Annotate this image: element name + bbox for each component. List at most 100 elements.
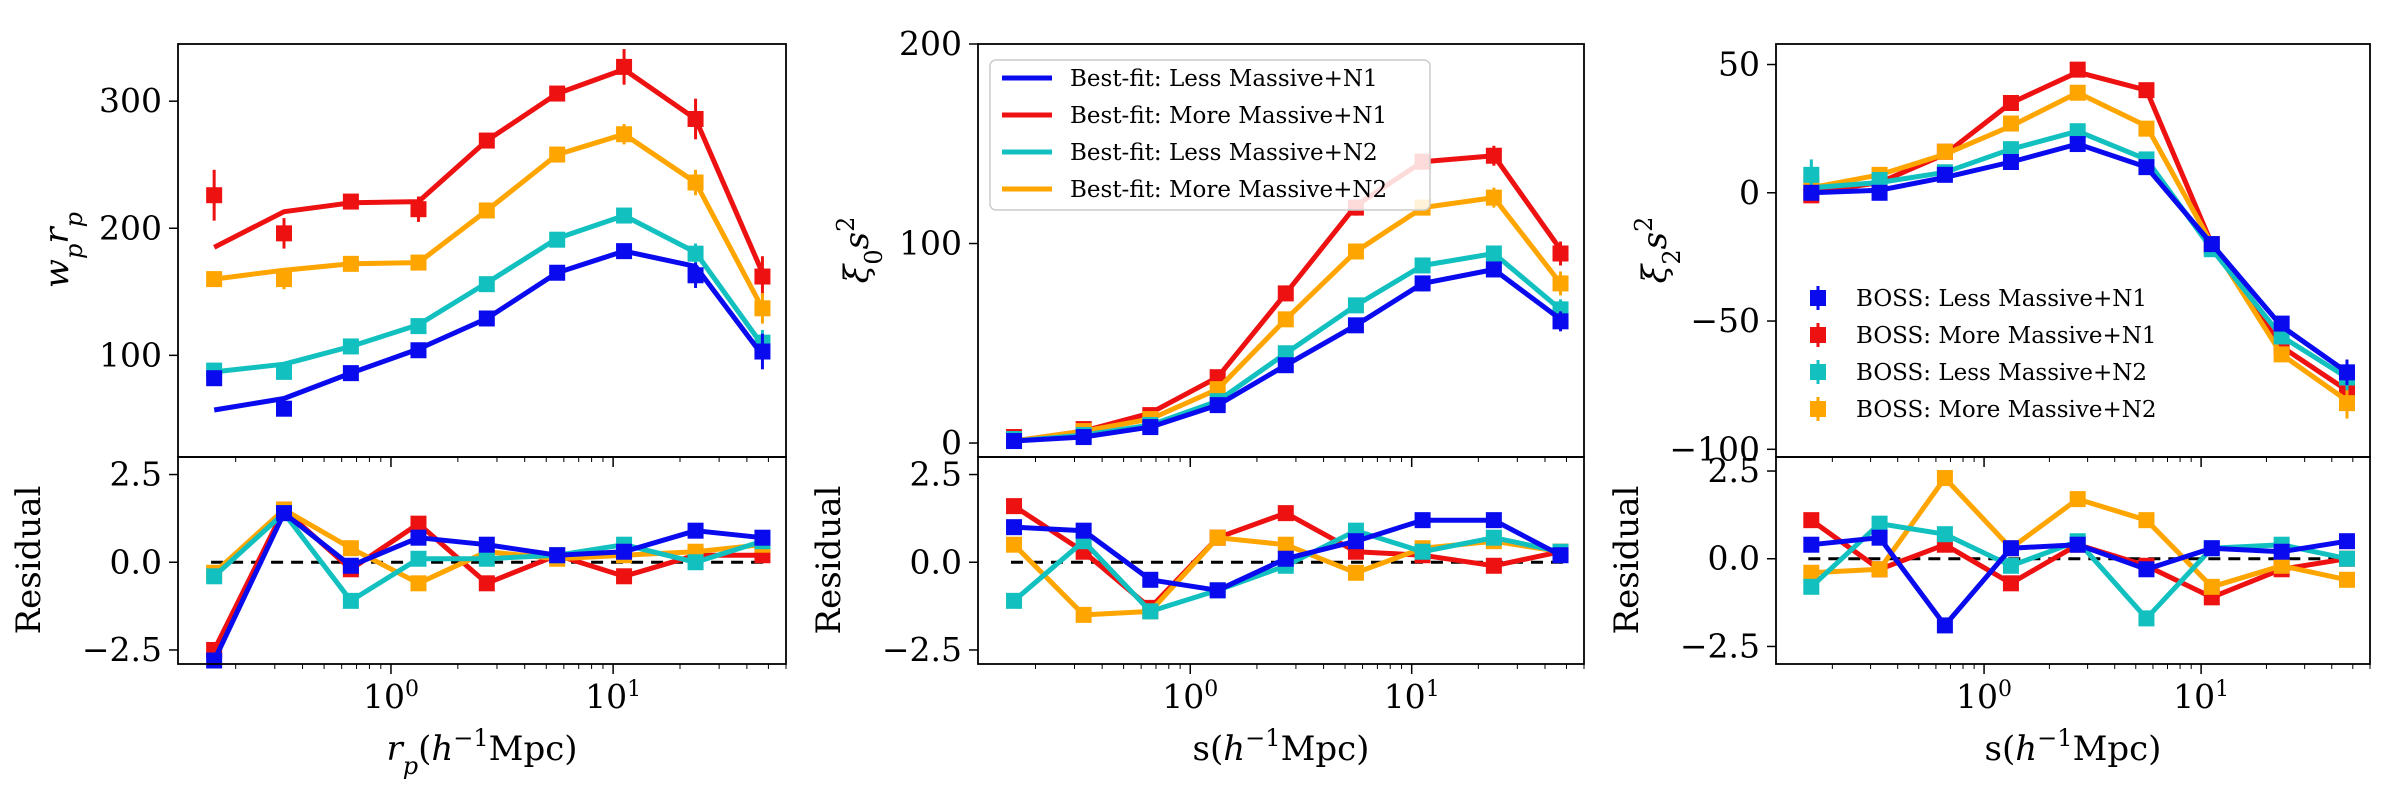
legend-entry-label: BOSS: More Massive+N2 (1856, 397, 2157, 423)
data-point (1936, 143, 1953, 160)
legend-entry-label: Best-fit: Less Massive+N2 (1070, 140, 1378, 166)
data-point (206, 370, 223, 387)
data-point (2069, 123, 2086, 140)
data-point (2203, 236, 2220, 253)
data-point (549, 146, 566, 163)
panel-res-xi2: −2.5 0.0 2.5 100 101 Residual s(h−1Mpc) (1607, 451, 2371, 769)
legend-marker (1810, 327, 1826, 343)
series-less-massive-n1 (1006, 512, 1569, 599)
residual-point (1936, 617, 1953, 634)
y-tick-label: −2.5 (882, 630, 962, 669)
data-point (2138, 82, 2155, 99)
data-point (1485, 245, 1502, 262)
data-point (616, 58, 633, 75)
data-point (1803, 184, 1820, 201)
data-point (1277, 311, 1294, 328)
data-point (1347, 317, 1364, 334)
panel-res-wp: −2.5 0.0 2.5 100 101 Residual rp(h−1Mpc) (9, 455, 787, 780)
legend-entry-label: BOSS: Less Massive+N2 (1856, 360, 2147, 386)
data-point (478, 310, 495, 327)
x-axis-label: s(h−1Mpc) (1985, 724, 2162, 769)
residual-point (1142, 571, 1159, 588)
data-point (549, 85, 566, 102)
residual-point (1871, 515, 1888, 532)
series-more-massive-n2 (206, 124, 771, 324)
residual-point (206, 652, 223, 669)
series-more-massive-n2 (1006, 187, 1569, 448)
residual-point (2338, 533, 2355, 550)
residual-point (549, 547, 566, 564)
residual-point (2138, 561, 2155, 578)
residual-point (2338, 571, 2355, 588)
data-point (2338, 395, 2355, 412)
y-tick-label: −2.5 (1680, 626, 1760, 665)
residual-point (1871, 561, 1888, 578)
data-point (1552, 275, 1569, 292)
data-point (549, 231, 566, 248)
data-point (1871, 171, 1888, 188)
legend-entry-label: BOSS: Less Massive+N1 (1856, 286, 2147, 312)
residual-point (687, 554, 704, 571)
data-point (687, 110, 704, 127)
data-point (206, 271, 223, 288)
residual-point (1485, 529, 1502, 546)
data-point (616, 126, 633, 143)
residual-point (342, 540, 359, 557)
residual-point (478, 536, 495, 553)
data-point (754, 343, 771, 360)
y-tick-label: 0 (941, 423, 962, 462)
series-less-massive-n2 (1006, 245, 1569, 448)
residual-point (2273, 543, 2290, 560)
series-less-massive-n2 (1803, 123, 2355, 391)
y-tick-label: 0.0 (1708, 539, 1760, 578)
panel-wp: 100 200 300 wprp (37, 43, 787, 467)
y-tick-label: 100 (99, 335, 162, 374)
data-point (1075, 429, 1092, 446)
residual-point (1414, 512, 1431, 529)
data-point (410, 318, 427, 335)
data-point (342, 338, 359, 355)
data-point (1209, 397, 1226, 414)
residual-point (1209, 582, 1226, 599)
data-point (275, 225, 292, 242)
residual-point (478, 575, 495, 592)
data-point (2069, 84, 2086, 101)
best-fit-line (213, 213, 765, 375)
data-point (410, 342, 427, 359)
y-axis-label: wprp (37, 212, 88, 288)
y-tick-label: 0.0 (910, 542, 962, 581)
residual-point (2338, 550, 2355, 567)
residual-point (1142, 603, 1159, 620)
legend-entry-label: Best-fit: More Massive+N1 (1070, 103, 1387, 129)
residual-point (206, 568, 223, 585)
data-point (1006, 433, 1023, 450)
residual-point (2069, 536, 2086, 553)
y-tick-label: 50 (1718, 45, 1760, 84)
residual-point (1209, 529, 1226, 546)
residual-point (342, 557, 359, 574)
residual-point (754, 529, 771, 546)
series-less-massive-n1 (1803, 529, 2355, 634)
residual-point (1075, 522, 1092, 539)
residual-point (1552, 547, 1569, 564)
axes-frame (1775, 43, 2371, 458)
residual-point (616, 543, 633, 560)
residual-point (410, 550, 427, 567)
x-axis-label: rp(h−1Mpc) (386, 724, 577, 780)
legend-data: BOSS: Less Massive+N1 BOSS: More Massive+… (1810, 286, 2157, 423)
y-tick-label: 200 (99, 208, 162, 247)
residual-point (2273, 557, 2290, 574)
y-tick-label: 100 (899, 224, 962, 263)
data-point (2069, 136, 2086, 153)
data-point (410, 254, 427, 271)
residual-point (410, 515, 427, 532)
data-point (478, 132, 495, 149)
series-more-massive-n1 (206, 49, 771, 297)
y-tick-label: −2.5 (82, 630, 162, 669)
x-tick-label: 101 (2173, 677, 2229, 717)
axes-frame (177, 456, 787, 665)
residual-point (1006, 592, 1023, 609)
data-point (478, 276, 495, 293)
